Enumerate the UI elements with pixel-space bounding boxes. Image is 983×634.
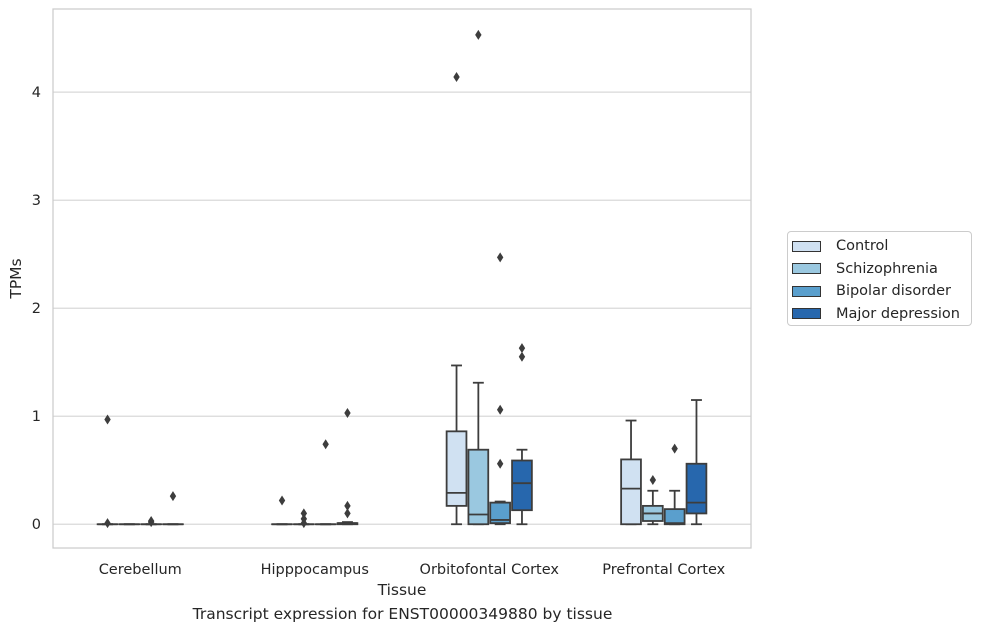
- legend-label-schizophrenia: Schizophrenia: [836, 260, 938, 277]
- legend-item-control: Control: [792, 235, 971, 258]
- outlier-point: [344, 407, 351, 418]
- box-1-3: [642, 474, 664, 526]
- box-2-1: [314, 439, 337, 526]
- y-axis-label: TPMs: [7, 258, 25, 299]
- legend-label-control: Control: [836, 238, 889, 255]
- box-1-2: [467, 29, 490, 526]
- outlier-point: [453, 72, 460, 83]
- box-body: [489, 501, 511, 525]
- legend-swatch-schizophrenia: [792, 263, 821, 275]
- x-tick-label: Cerebellum: [99, 562, 182, 578]
- outlier-point: [649, 474, 657, 485]
- box-2-3: [663, 443, 686, 526]
- legend-swatch-major-depression: [792, 308, 821, 320]
- box-0-2: [445, 72, 468, 526]
- x-axis-label: Tissue: [377, 581, 427, 599]
- box-1-1: [293, 508, 315, 529]
- x-tick-label: Hipppocampus: [261, 562, 369, 578]
- outlier-point: [496, 252, 504, 263]
- plot-area-frame: [52, 8, 752, 549]
- outlier-point: [278, 495, 286, 506]
- legend-swatch-bipolar-disorder: [792, 285, 821, 297]
- box-0-0: [96, 414, 119, 529]
- outlier-point: [475, 29, 482, 40]
- box-2-2: [489, 252, 511, 526]
- box-2-0: [140, 515, 162, 528]
- box-3-3: [685, 399, 708, 526]
- x-tick-label: Prefrontal Cortex: [602, 562, 725, 578]
- box-3-0: [162, 491, 184, 526]
- outlier-point: [300, 518, 308, 529]
- outlier-point: [104, 518, 111, 529]
- x-tick-label: Orbitofontal Cortex: [420, 562, 560, 578]
- outlier-point: [496, 458, 504, 469]
- outlier-point: [496, 404, 504, 415]
- box-0-3: [620, 419, 642, 526]
- outlier-point: [147, 517, 155, 528]
- outlier-point: [518, 343, 526, 354]
- outlier-point: [169, 491, 177, 502]
- legend-item-major-depression: Major depression: [792, 303, 971, 326]
- legend-item-bipolar-disorder: Bipolar disorder: [792, 280, 971, 303]
- box-body: [685, 462, 708, 515]
- y-tick-label: 1: [32, 409, 41, 425]
- legend-label-major-depression: Major depression: [836, 305, 960, 322]
- box-body: [620, 458, 642, 526]
- box-body: [663, 508, 686, 526]
- outlier-point: [322, 439, 329, 450]
- y-tick-label: 2: [32, 301, 41, 317]
- outlier-point: [104, 414, 111, 425]
- outlier-point: [344, 500, 351, 511]
- boxes: [96, 29, 708, 529]
- box-3-1: [336, 407, 359, 526]
- outlier-point: [344, 508, 351, 519]
- gridlines: [53, 91, 751, 525]
- box-0-1: [271, 495, 293, 526]
- outlier-point: [671, 443, 678, 454]
- box-3-2: [511, 343, 533, 526]
- box-body: [511, 459, 533, 512]
- legend-item-schizophrenia: Schizophrenia: [792, 258, 971, 281]
- y-tick-label: 4: [32, 85, 41, 101]
- tick-labels: 0 1 2 3 4 Cerebellum Hipppocampus Orbitofontal …: [32, 85, 726, 578]
- legend-label-bipolar-disorder: Bipolar disorder: [836, 283, 951, 300]
- outlier-point: [518, 351, 526, 362]
- y-tick-label: 3: [32, 193, 41, 209]
- chart-caption: Transcript expression for ENST0000034988…: [192, 605, 613, 623]
- box-body: [445, 430, 468, 507]
- outlier-point: [300, 508, 308, 519]
- y-tick-label: 0: [32, 517, 41, 533]
- box-body: [467, 448, 490, 526]
- legend: Control Schizophrenia Bipolar disorder M…: [787, 231, 972, 326]
- legend-swatch-control: [792, 240, 821, 252]
